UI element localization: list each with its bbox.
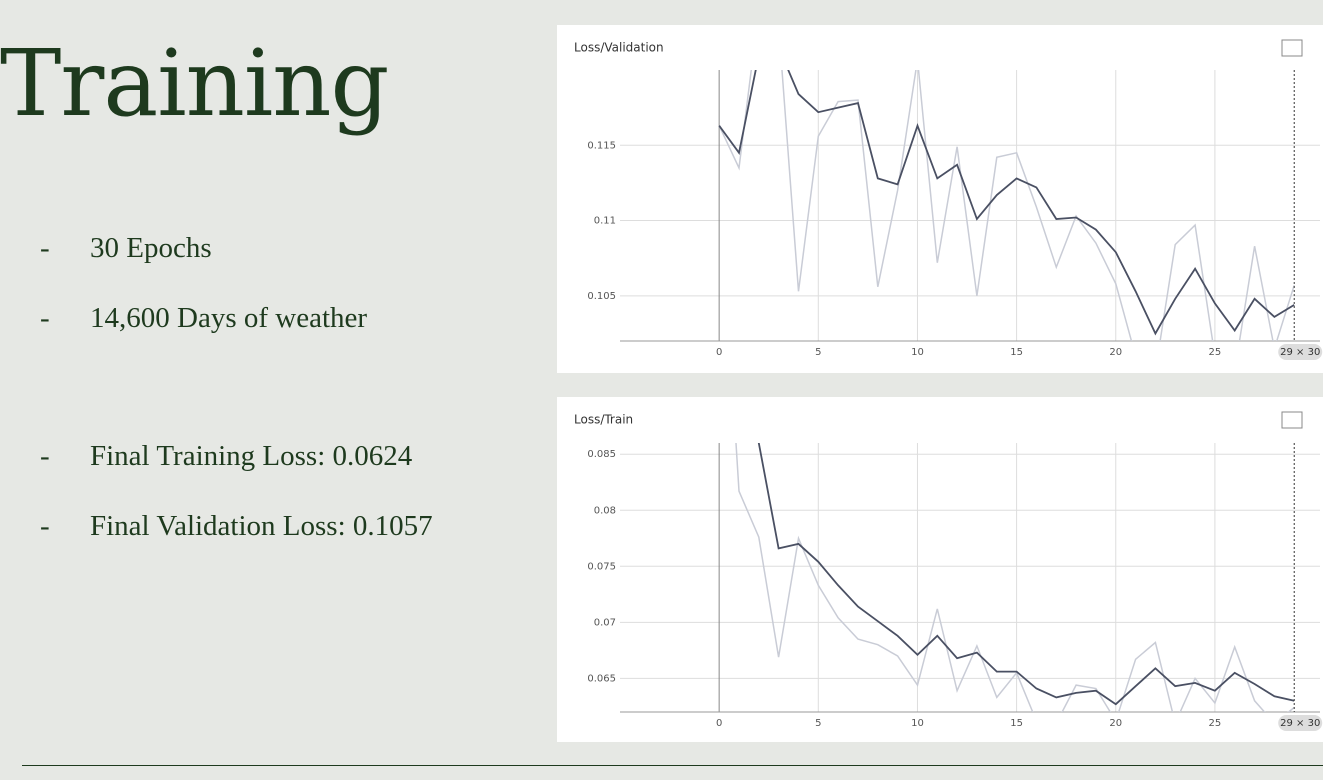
x-tick-label: 5 <box>815 718 821 729</box>
x-tick-label: 20 <box>1109 718 1122 729</box>
chart-card: Loss/Train 0.065 0.07 0.075 0.08 0.085 0 5 10 15 2… <box>557 397 1323 742</box>
y-tick-label: 0.11 <box>594 216 616 227</box>
fullscreen-icon <box>1281 411 1303 429</box>
x-tick-label: 20 <box>1109 347 1122 358</box>
chart-card: Loss/Validation 0.105 0.11 0.115 0 5 10 15 20 25 2… <box>557 25 1323 373</box>
y-tick-label: 0.085 <box>587 449 616 460</box>
y-tick-label: 0.07 <box>594 617 616 628</box>
y-tick-label: 0.08 <box>594 505 616 516</box>
cursor-pill <box>1278 715 1323 731</box>
chart-title: Loss/Validation <box>574 41 664 55</box>
series-line <box>735 443 1295 712</box>
x-tick-label: 10 <box>911 347 924 358</box>
bullet: - Final Training Loss: 0.0624 <box>40 440 413 472</box>
bullet: -14,600 Days of weather <box>40 302 368 334</box>
card-bg <box>557 25 1323 373</box>
x-tick-label: 15 <box>1010 347 1023 358</box>
y-tick-label: 0.115 <box>587 140 616 151</box>
bullet-text: 14,600 Days of weather <box>90 302 368 334</box>
chart-title: Loss/Train <box>574 413 633 427</box>
cursor-label: 29 × 30 <box>1280 347 1320 358</box>
cursor-label: 29 × 30 <box>1280 718 1320 729</box>
series-line <box>757 443 1295 706</box>
x-tick-label: 25 <box>1209 718 1222 729</box>
footer-rule <box>22 765 1323 766</box>
x-tick-label: 5 <box>815 347 821 358</box>
cursor-pill <box>1278 344 1323 360</box>
y-tick-label: 0.075 <box>587 561 616 572</box>
bullet-text: Final Validation Loss: 0.1057 <box>90 510 433 542</box>
x-tick-label: 15 <box>1010 718 1023 729</box>
slide-title: Training <box>0 30 389 137</box>
y-tick-label: 0.065 <box>587 673 616 684</box>
bullet-text: 30 Epochs <box>90 232 212 264</box>
y-tick-label: 0.105 <box>587 291 616 302</box>
x-tick-label: 25 <box>1209 347 1222 358</box>
x-tick-label: 0 <box>716 718 722 729</box>
series-line <box>718 70 1295 336</box>
bullet: -30 Epochs <box>40 232 212 264</box>
x-tick-label: 0 <box>716 347 722 358</box>
series-line <box>718 70 1295 341</box>
x-tick-label: 10 <box>911 718 924 729</box>
bullet: - Final Validation Loss: 0.1057 <box>40 510 433 542</box>
bullet-text: Final Training Loss: 0.0624 <box>90 440 413 472</box>
fullscreen-icon <box>1281 39 1303 57</box>
card-bg <box>557 397 1323 742</box>
